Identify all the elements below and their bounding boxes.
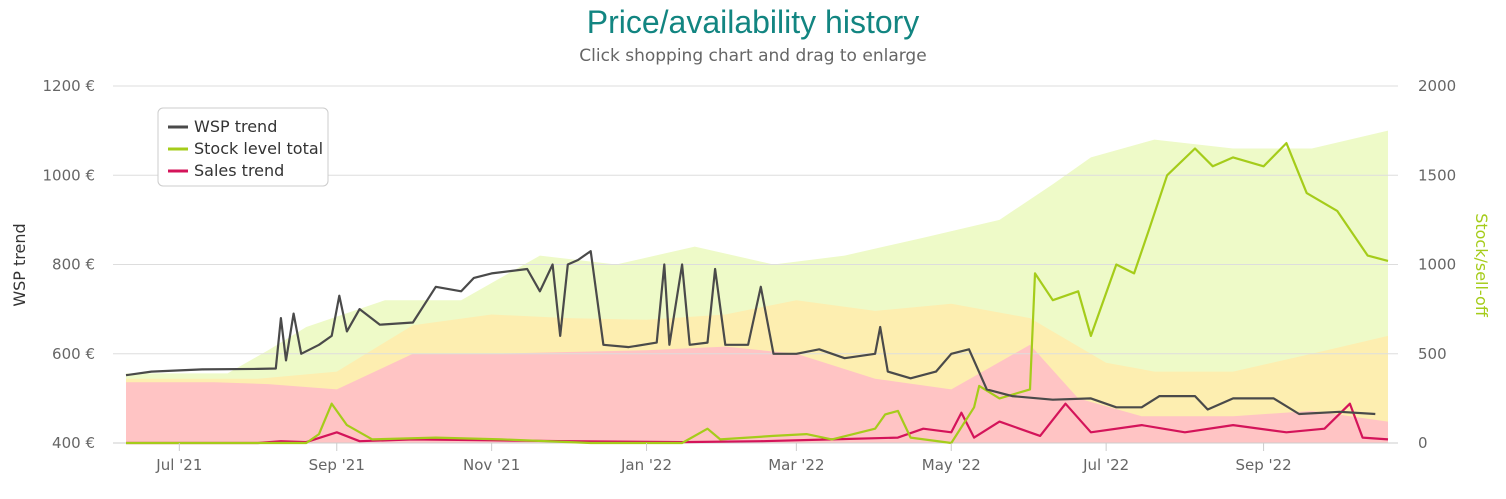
y-left-tick-label: 800 €: [52, 256, 95, 274]
legend-label-sales[interactable]: Sales trend: [194, 161, 284, 180]
stock-level-line[interactable]: [126, 142, 1389, 445]
right-axis-title: Stock/sell-off: [1472, 213, 1491, 318]
y-left-tick-label: 1200 €: [43, 77, 96, 95]
x-tick-label: Mar '22: [768, 456, 824, 474]
x-axis-ticks: Jul '21 Sep '21 Nov '21 Jan '22 Mar '22 May '…: [155, 443, 1292, 474]
y-right-tick-label: 0: [1418, 434, 1428, 452]
left-axis-ticks: 400 € 600 € 800 € 1000 € 1200 €: [43, 77, 96, 452]
sales-trend-line[interactable]: [126, 402, 1389, 445]
band-red-area: [126, 344, 1388, 443]
x-tick-label: Sep '21: [309, 456, 365, 474]
background-bands: [126, 130, 1388, 443]
x-tick-label: Jan '22: [620, 456, 672, 474]
x-tick-label: Nov '21: [463, 456, 520, 474]
x-tick-label: Sep '22: [1235, 456, 1291, 474]
chart-legend[interactable]: WSP trend Stock level total Sales trend: [157, 107, 329, 187]
x-tick-label: Jul '21: [155, 456, 202, 474]
y-left-tick-label: 1000 €: [43, 166, 96, 184]
left-axis-title: WSP trend: [10, 223, 29, 306]
x-tick-label: Jul '22: [1082, 456, 1129, 474]
legend-label-wsp[interactable]: WSP trend: [194, 117, 277, 136]
y-left-tick-label: 400 €: [52, 434, 95, 452]
series-lines: [125, 142, 1389, 445]
wsp-trend-line[interactable]: [125, 250, 1376, 416]
legend-label-stock[interactable]: Stock level total: [194, 139, 323, 158]
chart-title: Price/availability history: [586, 4, 920, 40]
y-right-tick-label: 1000: [1418, 256, 1456, 274]
legend-box: [157, 107, 329, 187]
x-tick-label: May '22: [922, 456, 981, 474]
y-right-tick-label: 500: [1418, 345, 1447, 363]
y-left-tick-label: 600 €: [52, 345, 95, 363]
y-right-tick-label: 1500: [1418, 166, 1456, 184]
chart-subtitle: Click shopping chart and drag to enlarge: [579, 46, 927, 66]
y-right-tick-label: 2000: [1418, 77, 1456, 95]
right-axis-ticks: 0 500 1000 1500 2000: [1418, 77, 1456, 452]
